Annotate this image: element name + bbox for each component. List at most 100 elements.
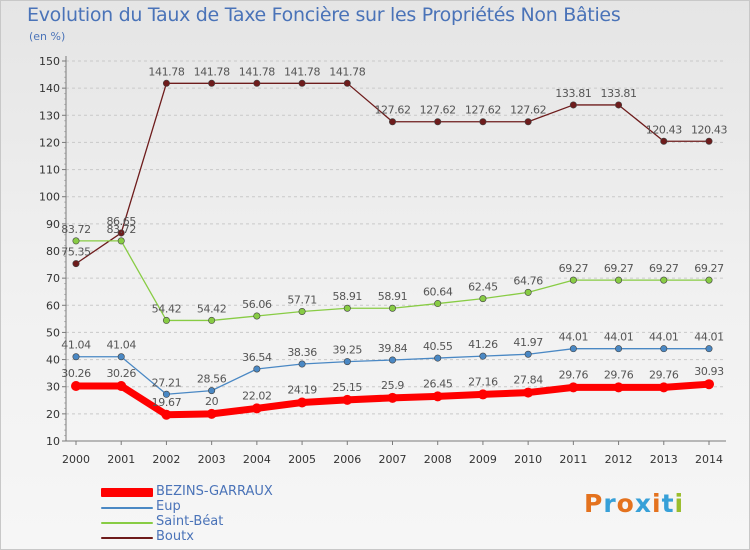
legend-swatch-eup — [101, 507, 153, 509]
data-point-bezins-garraux — [613, 382, 624, 393]
data-label-bezins-garraux: 25.15 — [333, 381, 363, 394]
data-point-bezins-garraux — [297, 397, 308, 408]
data-label-eup: 27.21 — [152, 376, 182, 389]
chart-title: Evolution du Taux de Taxe Foncière sur l… — [27, 4, 621, 26]
data-point-eup — [208, 387, 216, 395]
data-point-saint-beat — [208, 316, 216, 324]
data-point-bezins-garraux — [206, 408, 217, 419]
data-label-saint-beat: 83.72 — [106, 223, 136, 236]
data-label-boutx: 133.81 — [555, 87, 591, 100]
data-point-saint-beat — [479, 295, 487, 303]
data-point-eup — [705, 345, 713, 353]
legend-swatch-bezins-garraux — [101, 488, 153, 497]
data-point-boutx — [72, 260, 80, 268]
x-tick-label: 2006 — [333, 453, 361, 466]
x-tick-label: 2012 — [605, 453, 633, 466]
data-label-eup: 44.01 — [604, 331, 634, 344]
data-point-bezins-garraux — [568, 382, 579, 393]
data-point-boutx — [479, 118, 487, 126]
x-tick-label: 2000 — [62, 453, 90, 466]
data-label-eup: 44.01 — [694, 331, 724, 344]
data-point-boutx — [434, 118, 442, 126]
proxiti-logo: Proxiti — [584, 489, 684, 518]
y-tick-label: 30 — [46, 381, 60, 394]
data-label-eup: 41.26 — [468, 338, 498, 351]
data-point-saint-beat — [162, 316, 170, 324]
logo-letter: i — [652, 489, 662, 518]
x-tick-label: 2002 — [152, 453, 180, 466]
data-label-eup: 36.54 — [242, 351, 272, 364]
logo-letter: r — [603, 489, 617, 518]
x-tick-label: 2005 — [288, 453, 316, 466]
y-tick-label: 140 — [39, 82, 60, 95]
data-label-boutx: 141.78 — [329, 65, 365, 78]
data-point-boutx — [162, 79, 170, 87]
series-eup — [72, 345, 713, 398]
legend-label-saint-beat: Saint-Béat — [156, 514, 224, 529]
data-point-boutx — [615, 101, 623, 109]
logo-letter: i — [674, 489, 685, 518]
data-point-boutx — [569, 101, 577, 109]
data-label-boutx: 141.78 — [194, 65, 230, 78]
y-tick-label: 10 — [46, 435, 60, 448]
data-label-bezins-garraux: 24.19 — [287, 383, 317, 396]
data-label-eup: 38.36 — [287, 346, 317, 359]
legend-label-eup: Eup — [156, 499, 181, 514]
data-label-boutx: 141.78 — [148, 65, 184, 78]
data-label-eup: 39.25 — [333, 344, 363, 357]
data-label-bezins-garraux: 29.76 — [559, 368, 589, 381]
data-point-bezins-garraux — [116, 381, 127, 392]
data-label-boutx: 120.43 — [691, 123, 727, 136]
y-tick-label: 20 — [46, 408, 60, 421]
legend-label-boutx: Boutx — [156, 529, 194, 544]
data-point-bezins-garraux — [704, 379, 714, 390]
data-point-eup — [434, 354, 442, 362]
data-point-boutx — [117, 229, 125, 237]
data-label-bezins-garraux: 30.93 — [694, 365, 724, 378]
data-label-saint-beat: 58.91 — [333, 290, 363, 303]
logo-letter: t — [661, 489, 675, 518]
y-tick-label: 50 — [46, 326, 60, 339]
data-point-bezins-garraux — [387, 392, 398, 403]
data-label-bezins-garraux: 26.45 — [423, 377, 453, 390]
y-tick-label: 150 — [39, 55, 60, 68]
y-tick-label: 100 — [39, 191, 60, 204]
data-point-eup — [569, 345, 577, 353]
legend-label-bezins-garraux: BEZINS-GARRAUX — [156, 484, 273, 499]
y-axis-unit-label: (en %) — [29, 30, 66, 43]
data-point-saint-beat — [569, 276, 577, 284]
data-label-eup: 39.84 — [378, 342, 408, 355]
data-label-boutx: 127.62 — [510, 104, 546, 117]
data-label-boutx: 141.78 — [284, 65, 320, 78]
data-label-bezins-garraux: 27.84 — [513, 374, 543, 387]
data-label-boutx: 133.81 — [601, 87, 637, 100]
data-label-eup: 44.01 — [559, 331, 589, 344]
data-point-bezins-garraux — [71, 381, 81, 392]
grid-lines — [66, 60, 726, 442]
data-point-saint-beat — [298, 308, 306, 316]
data-label-bezins-garraux: 29.76 — [649, 368, 679, 381]
y-tick-label: 110 — [39, 164, 60, 177]
data-point-boutx — [660, 137, 668, 145]
data-label-eup: 44.01 — [649, 331, 679, 344]
x-tick-label: 2001 — [107, 453, 135, 466]
data-point-saint-beat — [343, 304, 351, 312]
y-tick-label: 80 — [46, 245, 60, 258]
data-point-eup — [117, 353, 125, 361]
data-label-saint-beat: 54.42 — [197, 302, 227, 315]
x-tick-label: 2004 — [243, 453, 271, 466]
x-tick-label: 2003 — [198, 453, 226, 466]
axes: 10 20 30 40 50 60 70 80 90 100 110 120 130 140 150 2000… — [39, 55, 726, 466]
y-tick-label: 40 — [46, 354, 60, 367]
data-point-eup — [660, 345, 668, 353]
logo-letter: P — [584, 489, 604, 518]
legend-swatch-boutx — [101, 537, 153, 539]
data-point-boutx — [208, 79, 216, 87]
data-point-eup — [72, 353, 80, 361]
data-point-saint-beat — [615, 276, 623, 284]
data-label-saint-beat: 56.06 — [242, 298, 272, 311]
data-point-eup — [388, 356, 396, 364]
data-label-saint-beat: 64.76 — [513, 274, 543, 287]
x-tick-label: 2013 — [650, 453, 678, 466]
